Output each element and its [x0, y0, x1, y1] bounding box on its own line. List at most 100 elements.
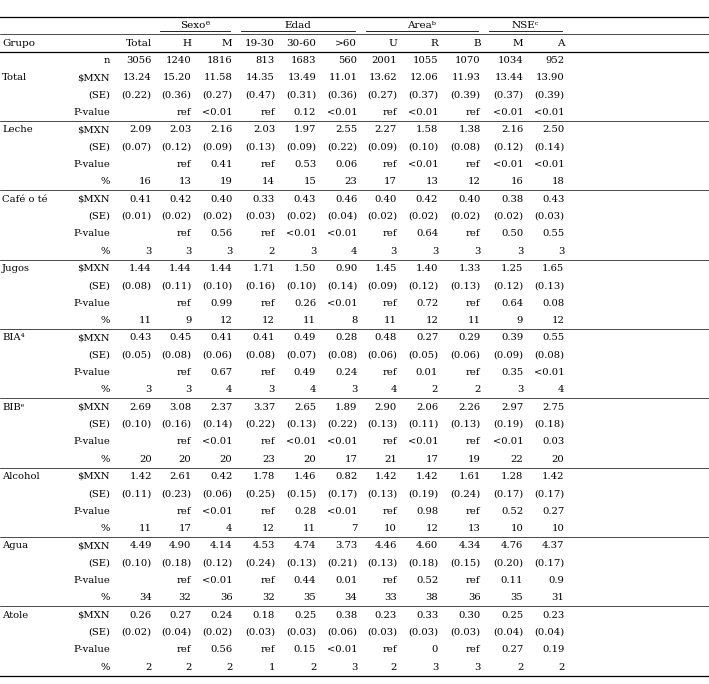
Text: ref: ref: [466, 229, 481, 238]
Text: 13.62: 13.62: [369, 73, 397, 82]
Text: 0.52: 0.52: [416, 576, 438, 585]
Text: <0.01: <0.01: [493, 108, 523, 117]
Text: (0.12): (0.12): [202, 559, 233, 568]
Text: (0.14): (0.14): [534, 142, 564, 152]
Text: (0.09): (0.09): [367, 142, 397, 152]
Text: 13: 13: [468, 524, 481, 533]
Text: %: %: [101, 247, 110, 256]
Text: 0.49: 0.49: [294, 333, 316, 342]
Text: 0.43: 0.43: [542, 195, 564, 204]
Text: 0.49: 0.49: [294, 368, 316, 377]
Text: (0.02): (0.02): [162, 212, 191, 221]
Text: 19-30: 19-30: [245, 38, 275, 48]
Text: BIA⁴: BIA⁴: [2, 333, 25, 342]
Text: 0.27: 0.27: [169, 611, 191, 620]
Text: 0.27: 0.27: [416, 333, 438, 342]
Text: 4: 4: [558, 385, 564, 394]
Text: Total: Total: [2, 73, 27, 82]
Text: (0.08): (0.08): [328, 351, 357, 360]
Text: 3: 3: [269, 385, 275, 394]
Text: <0.01: <0.01: [408, 437, 438, 446]
Text: <0.01: <0.01: [493, 437, 523, 446]
Text: (0.12): (0.12): [408, 281, 438, 290]
Text: 11.01: 11.01: [328, 73, 357, 82]
Text: 12: 12: [262, 316, 275, 325]
Text: $MXN: $MXN: [77, 264, 110, 273]
Text: (0.07): (0.07): [286, 351, 316, 360]
Text: 0.19: 0.19: [542, 645, 564, 655]
Text: <0.01: <0.01: [534, 368, 564, 377]
Text: (0.14): (0.14): [327, 281, 357, 290]
Text: 22: 22: [510, 455, 523, 464]
Text: 1.89: 1.89: [335, 403, 357, 412]
Text: ref: ref: [466, 299, 481, 308]
Text: 2.61: 2.61: [169, 472, 191, 481]
Text: 9: 9: [517, 316, 523, 325]
Text: (0.04): (0.04): [327, 212, 357, 221]
Text: 2.75: 2.75: [542, 403, 564, 412]
Text: 13.90: 13.90: [535, 73, 564, 82]
Text: 20: 20: [139, 455, 152, 464]
Text: 23: 23: [345, 177, 357, 186]
Text: 3: 3: [226, 247, 233, 256]
Text: ref: ref: [177, 299, 191, 308]
Text: 0.41: 0.41: [210, 333, 233, 342]
Text: A: A: [557, 38, 564, 48]
Text: (0.09): (0.09): [286, 142, 316, 152]
Text: (0.12): (0.12): [493, 142, 523, 152]
Text: 0.64: 0.64: [416, 229, 438, 238]
Text: 14.35: 14.35: [246, 73, 275, 82]
Text: 0.40: 0.40: [458, 195, 481, 204]
Text: 0.42: 0.42: [210, 472, 233, 481]
Text: (0.08): (0.08): [162, 351, 191, 360]
Text: 17: 17: [345, 455, 357, 464]
Text: ref: ref: [382, 437, 397, 446]
Text: P-value: P-value: [73, 108, 110, 117]
Text: <0.01: <0.01: [327, 299, 357, 308]
Text: BIBᵉ: BIBᵉ: [2, 403, 25, 412]
Text: 1.42: 1.42: [415, 472, 438, 481]
Text: $MXN: $MXN: [77, 611, 110, 620]
Text: 10: 10: [552, 524, 564, 533]
Text: 0.41: 0.41: [210, 160, 233, 169]
Text: 2: 2: [474, 385, 481, 394]
Text: 20: 20: [303, 455, 316, 464]
Text: 17: 17: [384, 177, 397, 186]
Text: H: H: [182, 38, 191, 48]
Text: $MXN: $MXN: [77, 403, 110, 412]
Text: 2.16: 2.16: [501, 125, 523, 134]
Text: (0.37): (0.37): [408, 90, 438, 100]
Text: (0.13): (0.13): [367, 559, 397, 568]
Text: 0.52: 0.52: [501, 507, 523, 516]
Text: (0.03): (0.03): [451, 628, 481, 637]
Text: 0.53: 0.53: [294, 160, 316, 169]
Text: <0.01: <0.01: [327, 507, 357, 516]
Text: 35: 35: [303, 593, 316, 603]
Text: (0.11): (0.11): [408, 420, 438, 429]
Text: 1816: 1816: [207, 56, 233, 65]
Text: 3: 3: [310, 247, 316, 256]
Text: P-value: P-value: [73, 229, 110, 238]
Text: 1.44: 1.44: [210, 264, 233, 273]
Text: (0.03): (0.03): [535, 212, 564, 221]
Text: 11.93: 11.93: [452, 73, 481, 82]
Text: (0.31): (0.31): [286, 90, 316, 100]
Text: ref: ref: [260, 645, 275, 655]
Text: Grupo: Grupo: [2, 38, 35, 48]
Text: (0.19): (0.19): [408, 489, 438, 498]
Text: 2.16: 2.16: [211, 125, 233, 134]
Text: 1240: 1240: [166, 56, 191, 65]
Text: 2.65: 2.65: [294, 403, 316, 412]
Text: 0.28: 0.28: [335, 333, 357, 342]
Text: 1.50: 1.50: [294, 264, 316, 273]
Text: (0.17): (0.17): [534, 559, 564, 568]
Text: 4: 4: [310, 385, 316, 394]
Text: 0.06: 0.06: [335, 160, 357, 169]
Text: P-value: P-value: [73, 576, 110, 585]
Text: 35: 35: [510, 593, 523, 603]
Text: 0.55: 0.55: [542, 333, 564, 342]
Text: 0.01: 0.01: [415, 368, 438, 377]
Text: (0.27): (0.27): [367, 90, 397, 100]
Text: (SE): (SE): [88, 90, 110, 100]
Text: <0.01: <0.01: [327, 108, 357, 117]
